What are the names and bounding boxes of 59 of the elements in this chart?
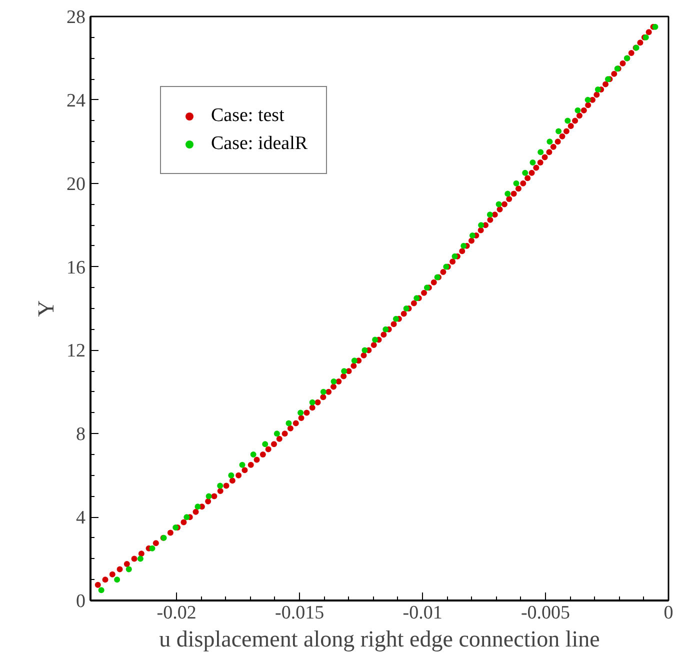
point	[496, 201, 502, 208]
point	[217, 482, 224, 489]
legend-label: Case: idealR	[211, 133, 308, 155]
y-tick-label: 28	[66, 7, 86, 28]
point	[137, 556, 144, 562]
y-tick-label: 20	[66, 174, 86, 195]
point	[298, 410, 304, 416]
point	[452, 253, 458, 260]
point	[478, 222, 484, 228]
point	[574, 107, 581, 114]
x-tick-label: -0.01	[402, 602, 442, 624]
point	[274, 430, 280, 437]
point	[372, 336, 378, 343]
point	[262, 441, 268, 448]
point	[522, 170, 528, 176]
point	[320, 388, 326, 395]
point	[513, 180, 520, 186]
legend-label: Case: test	[211, 105, 284, 127]
point	[98, 587, 104, 594]
point	[530, 160, 536, 166]
point	[351, 358, 358, 364]
point	[184, 514, 190, 520]
point	[403, 306, 410, 312]
point	[330, 378, 337, 384]
y-tick-label: 8	[76, 424, 86, 446]
point	[149, 545, 156, 552]
point	[546, 138, 553, 145]
x-tick-label: 0	[664, 602, 674, 624]
point	[486, 212, 493, 218]
x-tick-label: -0.015	[275, 602, 324, 624]
y-tick-label: 24	[66, 90, 86, 112]
point	[309, 399, 316, 406]
y-tick-label: 16	[66, 257, 86, 278]
point	[286, 420, 292, 426]
point	[392, 316, 399, 322]
point	[362, 347, 368, 354]
y-tick-label: 4	[76, 508, 86, 529]
y-tick-label: 12	[66, 340, 86, 362]
point	[504, 190, 511, 197]
point	[584, 96, 591, 103]
y-axis-title: Y	[34, 300, 58, 317]
point	[382, 326, 389, 332]
point	[341, 368, 348, 374]
point	[206, 493, 212, 500]
point	[594, 86, 601, 92]
x-tick-label: -0.02	[156, 602, 196, 624]
point	[564, 118, 571, 124]
point	[460, 242, 467, 249]
point	[239, 462, 246, 468]
point	[228, 472, 234, 478]
point	[538, 149, 544, 156]
point	[250, 452, 256, 458]
x-axis-title: u displacement along right edge connection line	[159, 626, 600, 652]
point	[114, 576, 120, 583]
point	[469, 232, 476, 238]
point	[194, 504, 201, 510]
point	[556, 128, 562, 134]
x-tick-label: -0.005	[520, 602, 570, 624]
point	[126, 566, 132, 572]
